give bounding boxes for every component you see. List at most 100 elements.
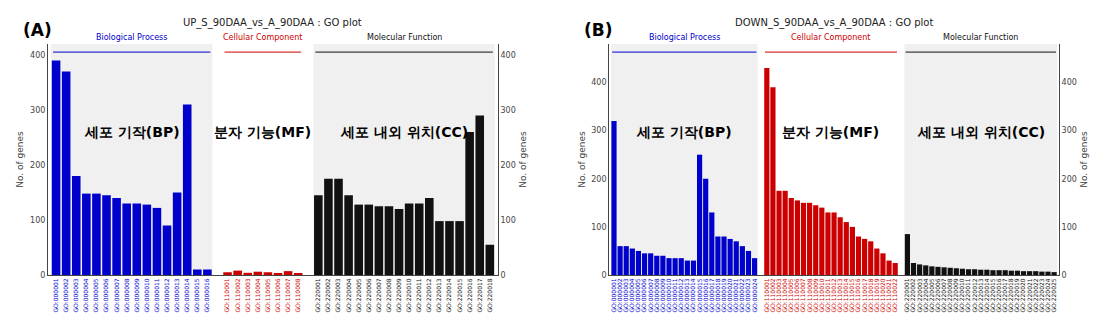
svg-text:GO:110005: GO:110005: [787, 278, 794, 312]
svg-text:GO:000014: GO:000014: [689, 278, 696, 312]
svg-text:GO:000015: GO:000015: [193, 278, 200, 312]
svg-text:GO:220012: GO:220012: [971, 278, 978, 312]
svg-text:GO:000009: GO:000009: [659, 278, 666, 312]
svg-text:GO:220004: GO:220004: [345, 278, 352, 312]
svg-text:GO:220018: GO:220018: [1007, 278, 1014, 312]
svg-text:세포 기작(BP): 세포 기작(BP): [84, 124, 180, 140]
svg-text:400: 400: [1062, 78, 1077, 87]
svg-text:GO:110021: GO:110021: [885, 278, 892, 312]
svg-text:GO:000003: GO:000003: [622, 278, 629, 312]
svg-text:GO:220020: GO:220020: [1019, 278, 1026, 312]
svg-text:GO:220021: GO:220021: [1026, 278, 1033, 312]
svg-text:GO:000012: GO:000012: [677, 278, 684, 312]
svg-text:GO:110004: GO:110004: [781, 278, 788, 312]
svg-text:분자 기능(MF): 분자 기능(MF): [782, 124, 879, 140]
svg-text:GO:110016: GO:110016: [854, 278, 861, 312]
svg-text:GO:220002: GO:220002: [324, 278, 331, 312]
svg-text:GO:220008: GO:220008: [946, 278, 953, 312]
svg-text:GO:220022: GO:220022: [1032, 278, 1039, 312]
svg-text:UP_S_90DAA_vs_A_90DAA : GO plo: UP_S_90DAA_vs_A_90DAA : GO plot: [183, 17, 362, 29]
svg-text:GO:000019: GO:000019: [720, 278, 727, 312]
svg-text:GO:220019: GO:220019: [1013, 278, 1020, 312]
svg-text:200: 200: [30, 161, 45, 170]
svg-text:GO:000003: GO:000003: [72, 278, 79, 312]
svg-text:No. of genes: No. of genes: [577, 131, 587, 188]
svg-text:GO:000013: GO:000013: [173, 278, 180, 312]
svg-text:GO:000009: GO:000009: [133, 278, 140, 312]
svg-text:GO:110002: GO:110002: [769, 278, 776, 312]
svg-text:GO:110006: GO:110006: [274, 278, 281, 312]
svg-text:GO:110011: GO:110011: [824, 278, 831, 312]
svg-text:GO:000004: GO:000004: [82, 278, 89, 312]
svg-text:GO:220002: GO:220002: [909, 278, 916, 312]
svg-text:400: 400: [591, 78, 606, 87]
svg-text:GO:000012: GO:000012: [163, 278, 170, 312]
svg-text:GO:000005: GO:000005: [92, 278, 99, 312]
svg-text:GO:000018: GO:000018: [714, 278, 721, 312]
svg-text:GO:000006: GO:000006: [641, 278, 648, 312]
svg-text:GO:000014: GO:000014: [183, 278, 190, 312]
svg-text:GO:000023: GO:000023: [744, 278, 751, 312]
svg-text:GO:220012: GO:220012: [425, 278, 432, 312]
svg-text:GO:220017: GO:220017: [476, 278, 483, 312]
svg-text:GO:220006: GO:220006: [934, 278, 941, 312]
svg-text:GO:220023: GO:220023: [1038, 278, 1045, 312]
svg-text:(A): (A): [23, 20, 52, 40]
svg-text:GO:220005: GO:220005: [928, 278, 935, 312]
svg-text:GO:000008: GO:000008: [653, 278, 660, 312]
svg-text:GO:110003: GO:110003: [244, 278, 251, 312]
svg-text:GO:220014: GO:220014: [445, 278, 452, 312]
svg-text:GO:110006: GO:110006: [793, 278, 800, 312]
svg-text:0: 0: [1062, 271, 1067, 280]
svg-text:GO:000006: GO:000006: [102, 278, 109, 312]
svg-text:GO:110008: GO:110008: [806, 278, 813, 312]
svg-text:GO:220015: GO:220015: [989, 278, 996, 312]
svg-text:GO:220007: GO:220007: [940, 278, 947, 312]
svg-text:GO:220009: GO:220009: [395, 278, 402, 312]
svg-text:GO:220010: GO:220010: [958, 278, 965, 312]
svg-text:세포 내외 위치(CC): 세포 내외 위치(CC): [340, 124, 468, 140]
svg-text:GO:000004: GO:000004: [628, 278, 635, 312]
svg-text:300: 300: [30, 106, 45, 115]
svg-text:GO:110004: GO:110004: [254, 278, 261, 312]
svg-text:GO:000016: GO:000016: [203, 278, 210, 312]
svg-text:300: 300: [1062, 126, 1077, 135]
svg-text:GO:000011: GO:000011: [153, 278, 160, 312]
svg-text:GO:110017: GO:110017: [861, 278, 868, 312]
svg-text:GO:220016: GO:220016: [466, 278, 473, 312]
svg-text:세포 내외 위치(CC): 세포 내외 위치(CC): [917, 124, 1045, 140]
svg-text:GO:000020: GO:000020: [726, 278, 733, 312]
svg-text:GO:000007: GO:000007: [647, 278, 654, 312]
svg-text:100: 100: [500, 216, 515, 225]
svg-text:GO:110007: GO:110007: [799, 278, 806, 312]
svg-text:GO:220009: GO:220009: [952, 278, 959, 312]
svg-text:100: 100: [591, 223, 606, 232]
svg-text:GO:220010: GO:220010: [405, 278, 412, 312]
svg-text:Cellular Component: Cellular Component: [791, 33, 870, 42]
svg-text:세포 기작(BP): 세포 기작(BP): [636, 124, 732, 140]
svg-text:400: 400: [500, 51, 515, 60]
svg-text:GO:110022: GO:110022: [891, 278, 898, 312]
svg-text:No. of genes: No. of genes: [15, 131, 25, 188]
svg-text:400: 400: [30, 51, 45, 60]
svg-text:Molecular Function: Molecular Function: [367, 33, 442, 42]
svg-text:GO:110008: GO:110008: [294, 278, 301, 312]
svg-text:GO:220014: GO:220014: [983, 278, 990, 312]
svg-text:GO:110005: GO:110005: [264, 278, 271, 312]
svg-text:(B): (B): [584, 20, 613, 40]
svg-text:GO:110002: GO:110002: [234, 278, 241, 312]
svg-text:GO:220001: GO:220001: [314, 278, 321, 312]
svg-text:0: 0: [601, 271, 606, 280]
svg-text:200: 200: [500, 161, 515, 170]
svg-text:GO:000022: GO:000022: [738, 278, 745, 312]
svg-text:GO:110015: GO:110015: [848, 278, 855, 312]
svg-text:GO:000017: GO:000017: [708, 278, 715, 312]
svg-text:GO:220011: GO:220011: [415, 278, 422, 312]
svg-text:GO:000007: GO:000007: [113, 278, 120, 312]
svg-text:GO:220024: GO:220024: [1044, 278, 1051, 312]
svg-text:200: 200: [1062, 175, 1077, 184]
svg-text:300: 300: [591, 126, 606, 135]
svg-text:GO:000015: GO:000015: [696, 278, 703, 312]
svg-text:GO:220003: GO:220003: [916, 278, 923, 312]
svg-text:GO:220005: GO:220005: [355, 278, 362, 312]
